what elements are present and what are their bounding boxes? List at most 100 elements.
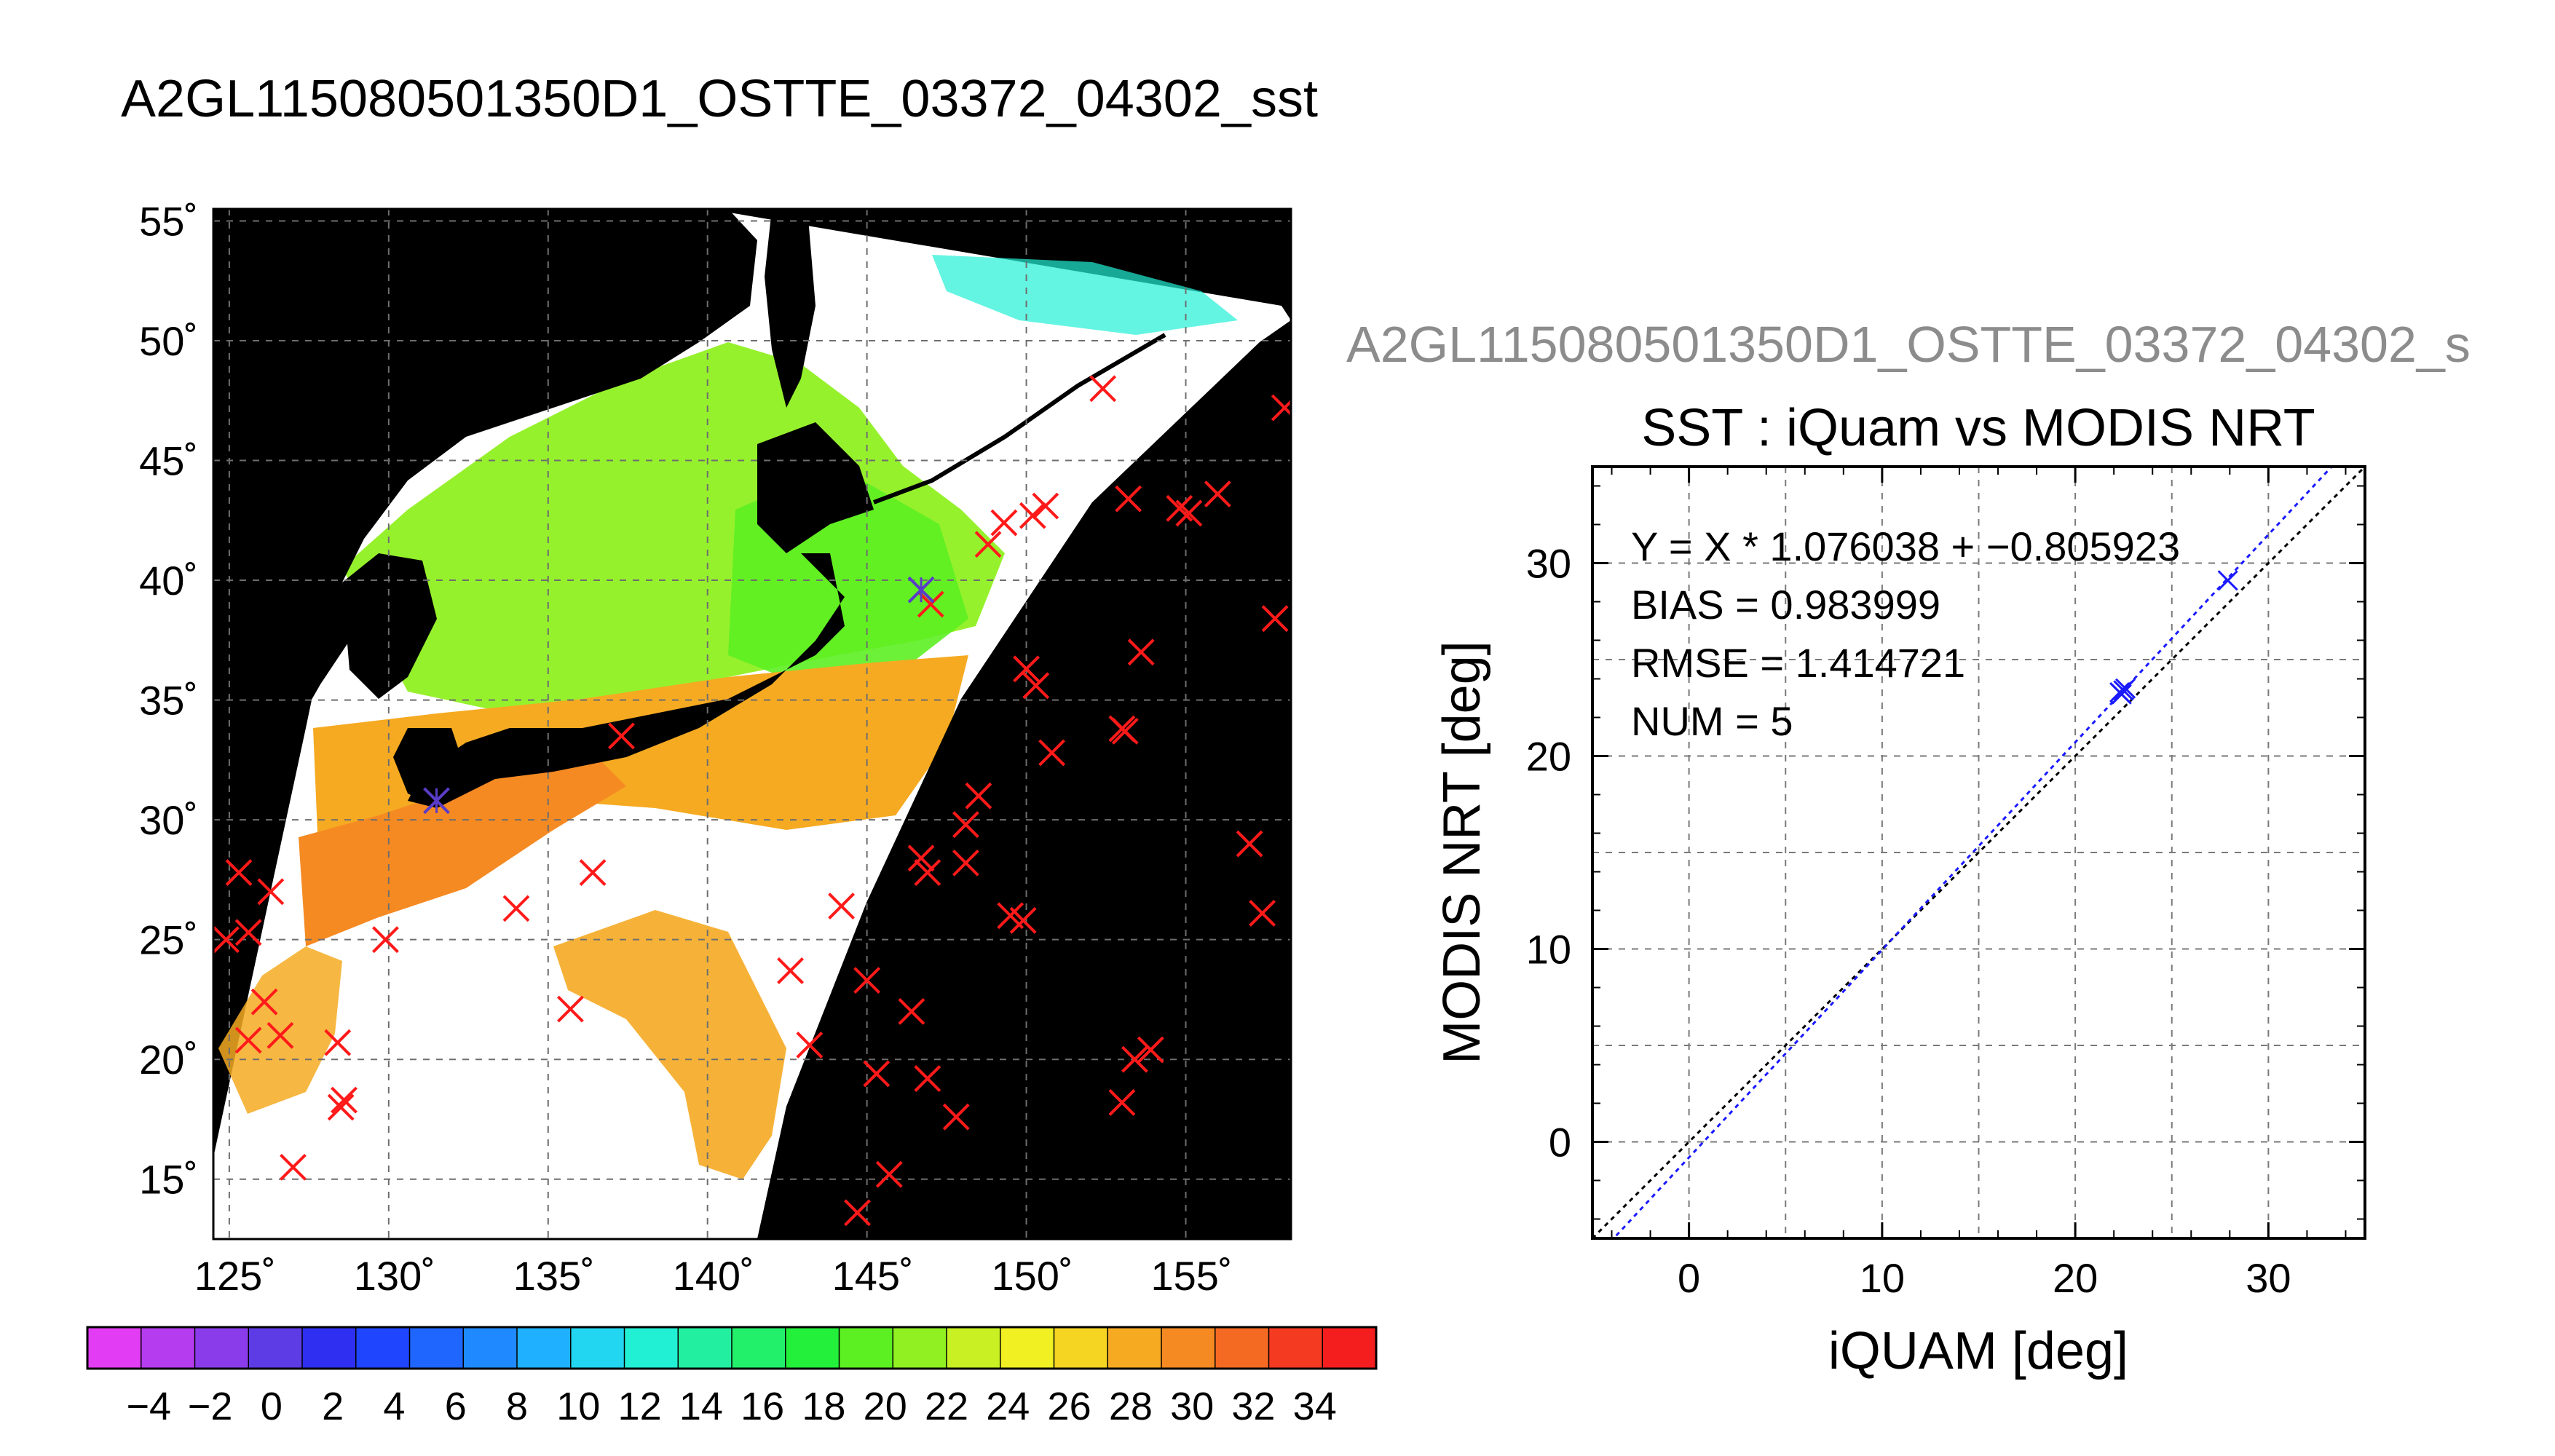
x-tick-label: 20 — [2053, 1255, 2098, 1301]
regression-line — [1612, 467, 2334, 1238]
buoy-cross-marker — [225, 859, 253, 886]
buoy-cross-marker — [1111, 717, 1139, 745]
buoy-cross-marker — [777, 957, 804, 984]
land-korea — [342, 553, 437, 699]
map-content — [213, 209, 1291, 1239]
scatter-lines — [1592, 467, 2365, 1238]
buoy-cross-marker — [796, 1032, 824, 1059]
lon-tick-label: 125˚ — [194, 1253, 276, 1299]
colorbar-swatch — [1161, 1327, 1216, 1369]
buoy-cross-marker — [1108, 1089, 1136, 1116]
colorbar-tick-label: 4 — [383, 1385, 405, 1428]
data-point — [2111, 684, 2132, 705]
buoy-cross-marker — [965, 782, 992, 810]
buoy-cross-marker — [990, 509, 1018, 537]
lat-tick-label: 50˚ — [139, 318, 198, 364]
colorbar-tick-label: 28 — [1109, 1385, 1153, 1428]
colorbar-swatch — [678, 1327, 732, 1369]
buoy-cross-marker — [213, 926, 240, 954]
lon-tick-label: 145˚ — [832, 1253, 914, 1299]
colorbar-swatch — [1107, 1327, 1162, 1369]
colorbar-tick-label: 8 — [506, 1385, 528, 1428]
x-axis-label: iQUAM [deg] — [1828, 1322, 2128, 1380]
colorbar-swatch — [1054, 1327, 1108, 1369]
sst-region-kuroshio — [313, 655, 968, 903]
colorbar-swatch — [1322, 1327, 1377, 1369]
buoy-cross-marker — [1249, 900, 1276, 927]
colorbar-swatch — [839, 1327, 893, 1369]
buoy-cross-marker — [280, 1153, 307, 1181]
lat-tick-label: 15˚ — [139, 1157, 198, 1203]
colorbar-tick-label: 30 — [1170, 1385, 1214, 1428]
lon-labels: 125˚ 130˚ 135˚ 140˚ 145˚ 150˚ 155˚ — [194, 1253, 1233, 1299]
colorbar-tick-label: 32 — [1231, 1385, 1275, 1428]
scatter-plot: 0 10 20 30 0 10 20 30 Y = X * 1.076038 + −0.80… — [1433, 465, 2366, 1380]
colorbar-tick-label: 12 — [618, 1385, 662, 1428]
colorbar-swatch — [463, 1327, 518, 1369]
scatter-frame — [1591, 465, 2366, 1240]
buoy-cross-marker — [1121, 1045, 1148, 1073]
buoy-cross-marker — [1115, 485, 1142, 513]
colorbar-swatches — [87, 1327, 1377, 1369]
lon-tick-label: 135˚ — [513, 1253, 595, 1299]
colorbar-swatch — [517, 1327, 572, 1369]
colorbar-tick-labels: −4 −2 0 2 4 6 8 10 12 14 16 18 20 22 24 26 28 30 32 34 — [126, 1385, 1336, 1428]
buoy-cross-marker — [898, 997, 925, 1025]
colorbar-swatch — [409, 1327, 464, 1369]
lon-tick-label: 140˚ — [673, 1253, 754, 1299]
land-kuril-arc — [872, 333, 1166, 505]
colorbar-tick-label: 26 — [1048, 1385, 1091, 1428]
colorbar-tick-label: 24 — [986, 1385, 1030, 1428]
y-axis-label: MODIS NRT [deg] — [1433, 641, 1491, 1064]
buoy-cross-marker — [1271, 394, 1291, 422]
lat-tick-label: 30˚ — [139, 797, 198, 843]
colorbar-tick-label: 16 — [741, 1385, 784, 1428]
buoy-cross-marker — [579, 859, 607, 886]
scatter-grid — [1592, 467, 2365, 1238]
y-tick-label: 20 — [1526, 734, 1571, 780]
buoy-cross-marker — [974, 531, 1002, 558]
colorbar-tick-label: −4 — [126, 1385, 171, 1428]
buoy-cross-marker — [1204, 480, 1231, 508]
buoy-cross-marker — [1166, 494, 1193, 522]
buoy-cross-marker — [875, 1160, 903, 1188]
colorbar-swatch — [87, 1327, 142, 1369]
x-tick-label: 0 — [1678, 1255, 1700, 1301]
matched-cross-marker — [423, 787, 450, 815]
buoy-cross-marker — [1032, 492, 1059, 520]
matched-cross-marker — [907, 576, 935, 604]
land-sakhalin — [765, 209, 816, 408]
buoy-cross-marker — [257, 878, 285, 906]
lat-tick-label: 35˚ — [139, 678, 198, 724]
y-tick-label: 30 — [1526, 541, 1571, 587]
colorbar-swatch — [570, 1327, 625, 1369]
buoy-cross-marker — [1038, 739, 1066, 767]
buoy-cross-marker — [914, 859, 941, 886]
colorbar-tick-label: 22 — [925, 1385, 968, 1428]
colorbar-swatch — [194, 1327, 249, 1369]
buoy-cross-marker — [234, 919, 262, 946]
chart-title: SST : iQuam vs MODIS NRT — [1641, 399, 2315, 457]
buoy-cross-marker — [1013, 655, 1040, 683]
colorbar-tick-label: 6 — [445, 1385, 467, 1428]
buoy-cross-marker — [1089, 375, 1117, 403]
colorbar-tick-label: 2 — [322, 1385, 344, 1428]
lat-tick-label: 25˚ — [139, 917, 198, 963]
lon-tick-label: 130˚ — [354, 1253, 435, 1299]
y-tick-labels: 0 10 20 30 — [1526, 541, 1571, 1166]
buoy-cross-marker — [914, 1065, 941, 1092]
colorbar-swatch — [1000, 1327, 1054, 1369]
buoy-cross-marker — [828, 893, 856, 920]
buoy-cross-marker — [1019, 502, 1046, 529]
map-panel: 55˚ 50˚ 45˚ 40˚ 35˚ 30˚ 25˚ 20˚ 15˚ 125˚ 130˚ 135˚… — [139, 198, 1292, 1299]
colorbar-swatch — [893, 1327, 947, 1369]
identity-line — [1592, 467, 2365, 1238]
annotation-rmse: RMSE = 1.414721 — [1631, 640, 1965, 686]
land-asia-mainland — [213, 209, 757, 888]
buoy-cross-marker — [234, 1026, 262, 1054]
annotation-equation: Y = X * 1.076038 + −0.805923 — [1631, 523, 2180, 569]
buoy-cross-marker — [608, 722, 635, 750]
buoy-cross-marker — [863, 1060, 891, 1088]
colorbar-swatch — [732, 1327, 786, 1369]
